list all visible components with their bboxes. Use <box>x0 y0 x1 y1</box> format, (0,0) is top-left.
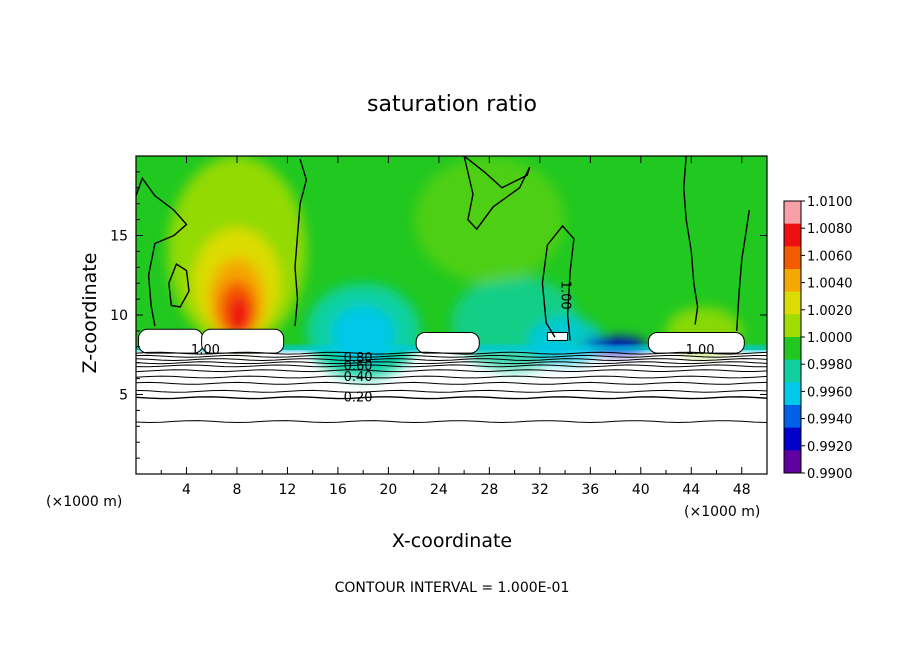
colorbar-label-4: 1.0020 <box>807 304 853 319</box>
contour-1.00-g <box>168 263 190 308</box>
contour-line-z1 <box>136 354 767 358</box>
colorbar-label-10: 0.9900 <box>807 467 853 482</box>
contour-interval-note: CONTOUR INTERVAL = 1.000E-01 <box>335 580 570 596</box>
contour-line-z6 <box>136 375 767 379</box>
contour-label-2: 1.00 <box>557 281 572 310</box>
contour-line-z5 <box>136 369 767 373</box>
x-tick-label-16: 16 <box>329 482 347 498</box>
colorbar-label-7: 0.9960 <box>807 385 853 400</box>
colorbar-swatch-4 <box>784 291 801 315</box>
cloud-cap-3 <box>415 331 480 354</box>
contour-1.00-d <box>541 224 575 341</box>
contour-1.00-c <box>463 156 531 231</box>
colorbar-swatch-5 <box>784 314 801 338</box>
colorbar-swatch-6 <box>784 337 801 361</box>
contour-label-0: 1.00 <box>191 343 220 358</box>
contour-label-1: 1.00 <box>686 343 715 358</box>
contour-label-3: 0.80 <box>344 351 373 366</box>
contour-line-z9 <box>136 396 767 400</box>
y-tick-label-10: 10 <box>110 308 128 324</box>
colorbar-label-9: 0.9920 <box>807 440 853 455</box>
contour-1.00-b <box>294 158 308 327</box>
x-tick-label-4: 4 <box>182 482 191 498</box>
x-tick-label-28: 28 <box>480 482 498 498</box>
colorbar-swatch-0 <box>784 201 801 225</box>
contour-line-z0 <box>136 351 767 355</box>
field-dry-layer <box>136 349 767 474</box>
colorbar-swatch-2 <box>784 246 801 270</box>
field-plume-5 <box>228 295 251 335</box>
y-tick-label-5: 5 <box>119 388 128 404</box>
colorbar-label-6: 0.9980 <box>807 358 853 373</box>
contour-line-z7 <box>136 381 767 385</box>
x-tick-label-8: 8 <box>232 482 241 498</box>
contour-label-4: 0.60 <box>344 359 373 374</box>
x-tick-label-40: 40 <box>632 482 650 498</box>
x-tick-label-44: 44 <box>682 482 700 498</box>
colorbar-swatch-1 <box>784 223 801 247</box>
x-tick-label-24: 24 <box>430 482 448 498</box>
colorbar-label-3: 1.0040 <box>807 277 853 292</box>
x-axis-label: X-coordinate <box>392 530 512 552</box>
cloud-cap-2 <box>201 328 285 354</box>
colorbar-label-2: 1.0060 <box>807 249 853 264</box>
plot-area: 1.00 1.00 1.00 0.800.600.40 0.20 <box>136 156 767 474</box>
colorbar-swatch-11 <box>784 450 801 474</box>
contour-line-z2 <box>136 358 767 362</box>
contour-line-z3 <box>136 361 767 365</box>
contour-label-5: 0.40 <box>344 370 373 385</box>
colorbar: 1.0100 1.0080 1.0060 1.0040 1.0020 1.0000 0.99… <box>783 195 853 482</box>
contour-label-6: 0.20 <box>344 391 373 406</box>
colorbar-label-8: 0.9940 <box>807 413 853 428</box>
y-tick-label-15: 15 <box>110 229 128 245</box>
contour-line-z8 <box>136 389 767 393</box>
x-tick-label-12: 12 <box>279 482 297 498</box>
field-warm-top <box>413 156 566 284</box>
y-axis-label: Z-coordinate <box>79 253 101 374</box>
colorbar-swatch-9 <box>784 405 801 429</box>
colorbar-swatch-8 <box>784 382 801 406</box>
x-tick-label-48: 48 <box>733 482 751 498</box>
colorbar-swatch-7 <box>784 359 801 383</box>
x-axis-unit: (×1000 m) <box>684 504 760 520</box>
contour-1.00-f <box>736 209 750 331</box>
contour-line-z10 <box>136 420 767 424</box>
x-tick-label-20: 20 <box>379 482 397 498</box>
chart-title: saturation ratio <box>367 92 537 117</box>
colorbar-label-5: 1.0000 <box>807 331 853 346</box>
heatmap-field <box>136 156 767 474</box>
contour-1.00-e <box>682 156 699 325</box>
cloud-cap-5 <box>546 331 569 341</box>
contour-1.00-a <box>136 176 188 327</box>
y-axis-unit: (×1000 m) <box>46 494 122 510</box>
colorbar-swatch-3 <box>784 269 801 293</box>
colorbar-label-0: 1.0100 <box>807 195 853 210</box>
colorbar-label-1: 1.0080 <box>807 222 853 237</box>
colorbar-swatch-10 <box>784 427 801 451</box>
contour-line-z4 <box>136 364 767 368</box>
cloud-cap-4 <box>647 331 745 354</box>
x-tick-label-36: 36 <box>581 482 599 498</box>
x-tick-label-32: 32 <box>531 482 549 498</box>
